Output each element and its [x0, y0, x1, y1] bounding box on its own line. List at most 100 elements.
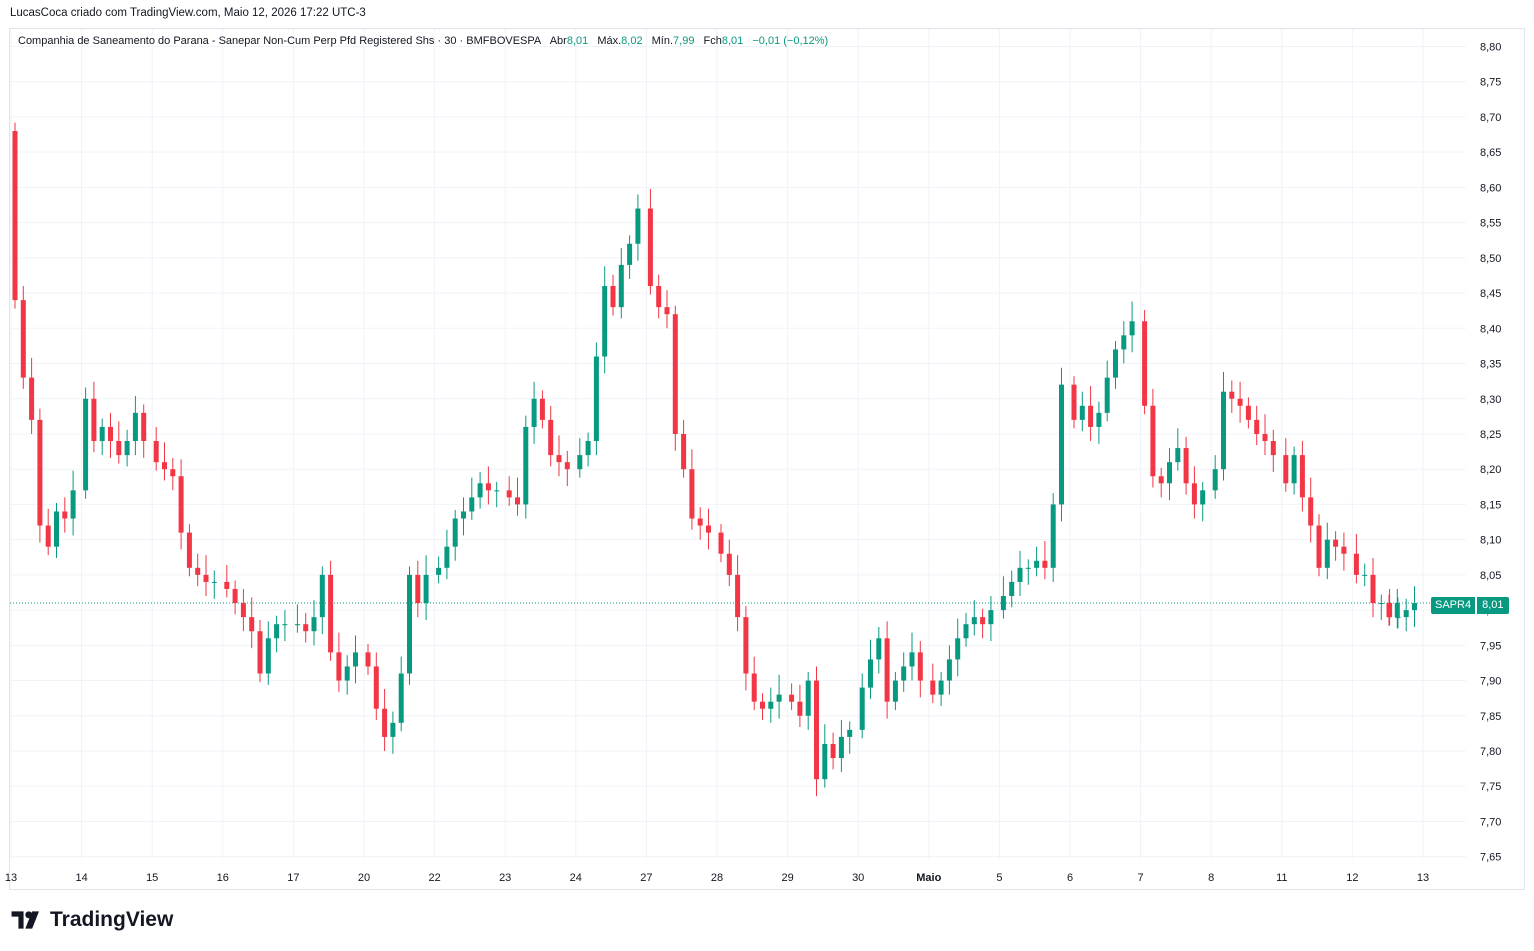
y-tick-label: 8,05 [1480, 570, 1501, 582]
candle-body [805, 680, 811, 716]
candle-body [45, 525, 51, 547]
candle-body [1386, 603, 1392, 618]
y-tick-label: 8,35 [1480, 359, 1501, 371]
candle-body [647, 208, 653, 287]
candle-body [1324, 539, 1330, 568]
x-tick-label: 13 [1417, 872, 1429, 884]
candle-body [515, 497, 520, 505]
candle-body [1167, 462, 1172, 484]
y-tick-label: 7,80 [1480, 746, 1501, 758]
candle-body [1412, 603, 1417, 611]
legend-title: Companhia de Saneamento do Parana - Sane… [18, 35, 435, 47]
x-tick-label: 13 [5, 872, 17, 884]
candle-body [91, 398, 97, 442]
candle-body [162, 462, 167, 470]
candle-body [830, 743, 836, 759]
symbol-legend[interactable]: Companhia de Saneamento do Parana - Sane… [18, 35, 829, 47]
candle-body [577, 455, 583, 470]
candle-body [494, 490, 500, 492]
candle-body [751, 673, 757, 702]
chart-credit: LucasCoca criado com TradingView.com, Ma… [10, 7, 366, 19]
last-price-label: SAPR4 8,01 [1431, 597, 1509, 614]
candle-body [859, 687, 865, 730]
chart-frame [9, 28, 1525, 890]
candle-body [398, 673, 404, 723]
candle-body [672, 314, 678, 434]
candle-body [444, 546, 450, 568]
legend-low: 7,99 [673, 35, 695, 47]
x-tick-label: 15 [146, 872, 158, 884]
y-tick-label: 8,30 [1480, 394, 1501, 406]
candle-body [99, 426, 105, 442]
candle-body [656, 286, 662, 308]
x-tick-label: 20 [358, 872, 370, 884]
candle-body [282, 624, 288, 626]
x-tick-label: 28 [711, 872, 723, 884]
candle-body [1362, 574, 1368, 576]
candle-body [1291, 455, 1297, 484]
candle-body [186, 532, 192, 568]
candle-body [83, 398, 89, 491]
x-tick-label: 11 [1276, 872, 1287, 884]
candle-body [1042, 560, 1048, 568]
y-tick-label: 8,40 [1480, 323, 1501, 335]
candle-body [365, 652, 371, 667]
candle-body [423, 574, 429, 604]
legend-low-label: Mín. [651, 35, 674, 47]
y-tick-label: 7,70 [1480, 816, 1501, 828]
candle-body [1308, 497, 1314, 526]
legend-change: −0,01 (−0,12%) [752, 35, 829, 47]
legend-exchange: BMFBOVESPA [466, 35, 541, 47]
candle-body [1121, 335, 1127, 350]
legend-interval: 30 [444, 35, 457, 47]
x-tick-label: Maio [916, 872, 941, 884]
candle-body [1175, 448, 1181, 463]
x-tick-label: 5 [996, 872, 1002, 884]
tradingview-logo[interactable]: TradingView [10, 908, 173, 932]
candle-body [1254, 419, 1260, 434]
candle-body [257, 631, 263, 674]
candle-body [1403, 610, 1409, 618]
candle-body [294, 624, 300, 626]
candle-body [415, 574, 421, 604]
price-axis: 8,80 8,75 8,70 8,65 8,60 8,55 8,50 8,45 8,40 8,35… [1480, 42, 1501, 864]
candle-body [1212, 469, 1218, 491]
candle-body [29, 377, 35, 420]
candle-body [1079, 405, 1085, 420]
candle-body [1262, 433, 1268, 442]
candle-body [892, 680, 898, 702]
price-tag-symbol: SAPR4 [1431, 597, 1476, 614]
legend-high-label: Máx. [597, 35, 622, 47]
candle-body [689, 469, 695, 519]
candle-body [477, 483, 483, 498]
candle-body [697, 518, 703, 526]
x-tick-label: 7 [1138, 872, 1144, 884]
candle-body [319, 574, 325, 618]
candle-body [1395, 617, 1401, 619]
candle-body [1113, 349, 1118, 378]
candle-body [909, 652, 915, 667]
candle-body [249, 617, 255, 632]
candle-body [232, 588, 238, 604]
y-tick-label: 8,60 [1480, 182, 1501, 194]
candle-body [62, 511, 68, 519]
candle-body [1270, 441, 1276, 456]
candle-body [1200, 490, 1206, 505]
candle-body [153, 441, 159, 463]
candle-body [311, 617, 317, 632]
candle-body [531, 398, 537, 427]
candle-body [1096, 412, 1102, 427]
candle-body [344, 666, 350, 681]
candle-body [70, 490, 76, 519]
candle-body [664, 307, 670, 315]
y-tick-label: 8,20 [1480, 464, 1501, 476]
candle-body [132, 412, 138, 442]
candle-body [1009, 581, 1015, 597]
y-tick-label: 8,65 [1480, 147, 1501, 159]
candle-body [1158, 476, 1164, 484]
candle-body [373, 666, 379, 709]
candle-body [706, 525, 711, 533]
candle-body [1316, 525, 1322, 568]
candle-body [635, 208, 641, 244]
